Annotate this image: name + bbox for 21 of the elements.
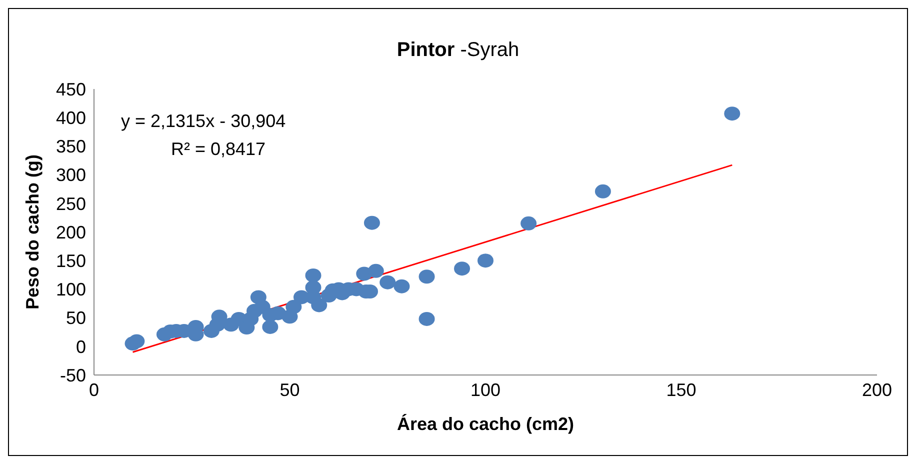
- y-tick-label: 200: [56, 222, 86, 242]
- x-tick-label: 200: [862, 380, 892, 400]
- y-tick-label: 250: [56, 194, 86, 214]
- y-tick-label: 150: [56, 250, 86, 271]
- x-axis-title: Área do cacho (cm2): [396, 414, 574, 434]
- x-tick-label: 0: [88, 380, 100, 400]
- annotation: R² = 0,8417: [171, 139, 266, 160]
- y-axis-title: Peso do cacho (g): [22, 154, 42, 310]
- x-tick-label: 50: [280, 380, 300, 400]
- y-tick-label: 300: [56, 165, 86, 186]
- x-tick-label: 150: [666, 380, 696, 400]
- annotation: y = 2,1315x - 30,904: [121, 111, 286, 132]
- chart-title: Pintor -Syrah: [396, 39, 520, 62]
- y-tick-label: 350: [56, 136, 86, 157]
- y-tick-label: 0: [76, 336, 86, 357]
- y-tick-label: 100: [56, 280, 86, 300]
- y-tick-label: -50: [60, 365, 86, 386]
- y-tick-label: 50: [66, 308, 86, 328]
- y-tick-label: 400: [56, 108, 86, 128]
- y-tick-label: 450: [56, 79, 86, 100]
- x-tick-label: 100: [470, 380, 501, 400]
